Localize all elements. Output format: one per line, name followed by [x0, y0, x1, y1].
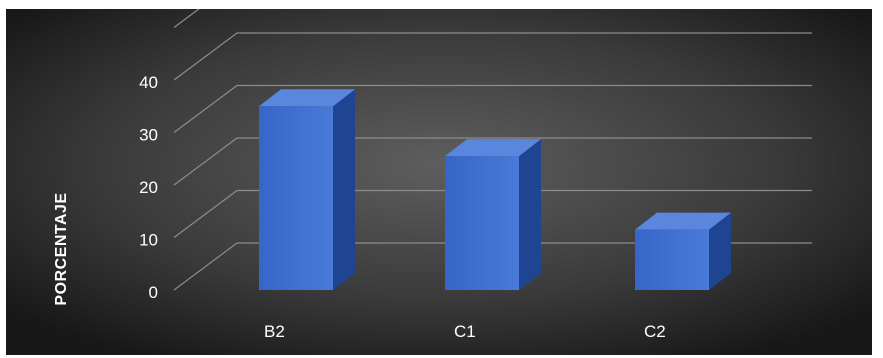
y-tick-label: 0 [149, 283, 158, 302]
y-tick-label: 20 [139, 178, 158, 197]
y-tick-label: 30 [139, 126, 158, 145]
bar-top-face [635, 212, 731, 230]
bar-side-face [709, 212, 731, 290]
bar-front-face [259, 106, 333, 290]
bar-b2 [259, 89, 355, 290]
y-axis-title: PORCENTAJE [53, 192, 70, 305]
bar-layer [259, 89, 731, 290]
x-category-label: B2 [264, 322, 285, 341]
label-layer: 0 10 20 30 40 B2 C1 C2 [139, 73, 666, 341]
bar-side-face [519, 139, 541, 290]
gridline [173, 242, 812, 291]
chart-area: 0 10 20 30 40 B2 C1 C2 PORCENTAJE [6, 9, 872, 355]
bar-top-face [259, 89, 355, 107]
bar-top-face [445, 139, 541, 157]
gridline [173, 137, 812, 186]
gridline [173, 84, 812, 133]
grid-layer [173, 9, 812, 291]
y-tick-label: 10 [139, 231, 158, 250]
x-category-label: C1 [454, 322, 476, 341]
chart-background [6, 9, 872, 355]
y-tick-label: 40 [139, 73, 158, 92]
bar-side-face [333, 89, 355, 290]
gridline [173, 32, 812, 81]
x-category-label: C2 [644, 322, 666, 341]
gridline [173, 9, 200, 28]
bar-c2 [635, 212, 731, 290]
bar-c1 [445, 139, 541, 290]
bar-front-face [445, 156, 519, 290]
chart-canvas: 0 10 20 30 40 B2 C1 C2 PORCENTAJE [6, 9, 872, 355]
bar-front-face [635, 229, 709, 290]
gridline [173, 189, 812, 238]
